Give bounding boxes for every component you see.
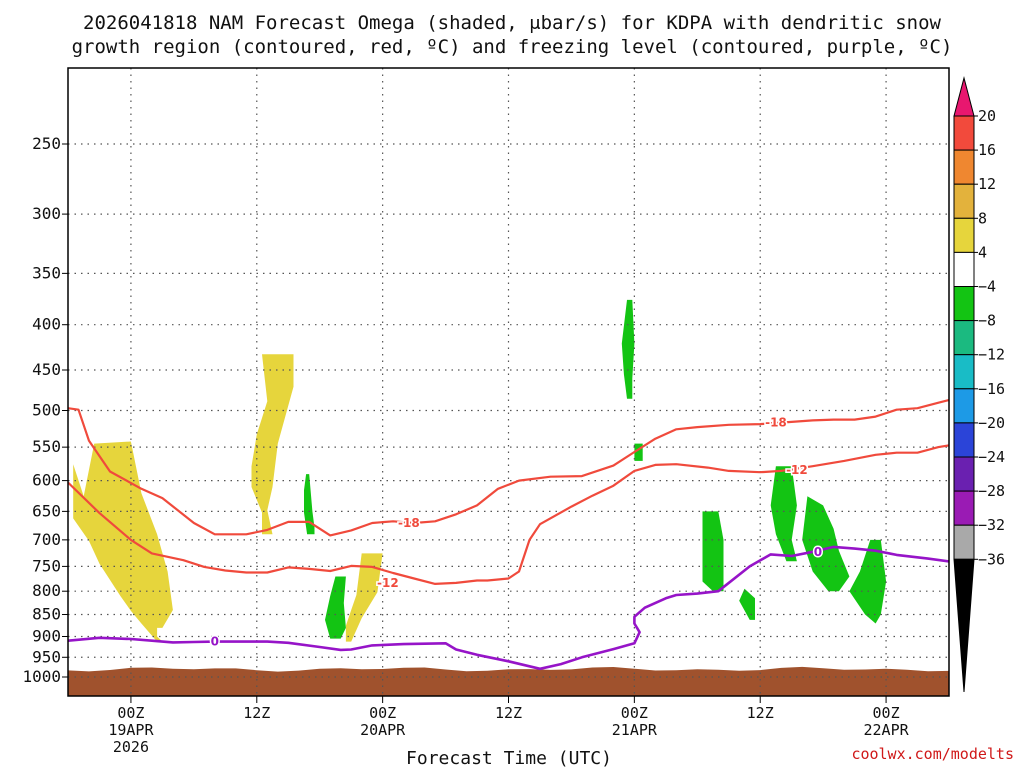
- x-axis-label: Forecast Time (UTC): [406, 748, 612, 768]
- colorbar-swatch: [953, 115, 975, 151]
- y-tick-label: 450: [32, 360, 61, 379]
- x-tick-label: 00Z: [117, 704, 144, 722]
- colorbar-swatch: [953, 320, 975, 356]
- omega-region: [739, 588, 755, 620]
- y-tick-label: 800: [32, 581, 61, 600]
- omega-region: [621, 299, 635, 399]
- y-tick-label: 500: [32, 401, 61, 420]
- terrain-area: [68, 666, 949, 696]
- y-tick-label: 400: [32, 315, 61, 334]
- colorbar-label: −4: [978, 278, 996, 296]
- colorbar-label: −16: [978, 380, 1005, 398]
- contour-line: [68, 398, 949, 537]
- y-tick-label: 600: [32, 471, 61, 490]
- contour-label: 0: [211, 635, 219, 649]
- contour-line: [68, 545, 949, 671]
- watermark: coolwx.com/modelts: [851, 745, 1014, 763]
- contour-label: -12: [786, 463, 808, 477]
- x-tick-label: 12Z: [243, 704, 270, 722]
- y-axis-ticks: 250 300 350 400 450 500 550 600 650 700 750 800 850 9…: [22, 134, 68, 686]
- colorbar: 20 16 12 8 4 −4 −8 −12 −16 −20 −24 −28 −32 −36: [953, 76, 1005, 693]
- omega-region: [770, 466, 797, 562]
- y-tick-label: 250: [32, 134, 61, 153]
- omega-region: [802, 496, 850, 592]
- colorbar-label: 12: [978, 175, 996, 193]
- grid: [68, 68, 949, 696]
- contour-label: 0: [814, 545, 822, 559]
- contour-line: [68, 444, 949, 585]
- x-tick-label: 12Z: [747, 704, 774, 722]
- y-tick-label: 900: [32, 626, 61, 645]
- omega-region: [849, 539, 887, 624]
- colorbar-label: 20: [978, 107, 996, 125]
- colorbar-label: 4: [978, 243, 987, 261]
- colorbar-label: 16: [978, 141, 996, 159]
- y-tick-label: 350: [32, 263, 61, 282]
- omega-region: [325, 576, 346, 639]
- colorbar-cap-bottom: [953, 558, 975, 693]
- colorbar-swatch: [953, 286, 975, 322]
- colorbar-swatch: [953, 456, 975, 492]
- omega-region: [73, 441, 173, 642]
- omega-region: [304, 474, 315, 535]
- colorbar-swatch: [953, 183, 975, 219]
- contour-label: -18: [765, 416, 787, 430]
- x-tick-date-label: 21APR: [612, 721, 658, 739]
- omega-region: [251, 354, 294, 535]
- chart-title-line1: 2026041818 NAM Forecast Omega (shaded, μ…: [83, 12, 941, 34]
- colorbar-swatch: [953, 251, 975, 287]
- y-tick-label: 550: [32, 437, 61, 456]
- terrain-fill: [68, 666, 949, 696]
- contour-label: -12: [377, 576, 399, 590]
- x-tick-year-label: 2026: [113, 738, 149, 756]
- y-tick-label: 950: [32, 647, 61, 666]
- y-tick-label: 1000: [22, 667, 61, 686]
- y-tick-label: 650: [32, 501, 61, 520]
- colorbar-swatch: [953, 524, 975, 560]
- contours: [68, 398, 949, 671]
- colorbar-swatch: [953, 354, 975, 390]
- omega-region: [345, 553, 383, 642]
- colorbar-swatch: [953, 388, 975, 424]
- x-tick-label: 00Z: [369, 704, 396, 722]
- contour-label: -18: [398, 516, 420, 530]
- x-tick-date-label: 22APR: [863, 721, 909, 739]
- x-tick-label: 00Z: [621, 704, 648, 722]
- colorbar-label: −24: [978, 448, 1005, 466]
- colorbar-label: 8: [978, 209, 987, 227]
- omega-shading: [73, 299, 887, 642]
- colorbar-label: −12: [978, 346, 1005, 364]
- colorbar-cap-top: [953, 76, 975, 117]
- x-tick-label: 00Z: [873, 704, 900, 722]
- y-tick-label: 850: [32, 605, 61, 624]
- colorbar-label: −36: [978, 550, 1005, 568]
- colorbar-swatch: [953, 149, 975, 185]
- omega-region: [702, 511, 724, 592]
- colorbar-swatch: [953, 422, 975, 458]
- colorbar-label: −28: [978, 482, 1005, 500]
- contour-labels: -18 -12 0 -18 -12 0: [209, 414, 823, 650]
- y-tick-label: 700: [32, 530, 61, 549]
- x-tick-label: 12Z: [495, 704, 522, 722]
- colorbar-swatch: [953, 490, 975, 526]
- x-tick-date-label: 20APR: [360, 721, 406, 739]
- colorbar-swatch: [953, 217, 975, 253]
- x-tick-date-label: 19APR: [108, 721, 154, 739]
- colorbar-label: −20: [978, 414, 1005, 432]
- colorbar-label: −32: [978, 516, 1005, 534]
- y-tick-label: 300: [32, 204, 61, 223]
- chart-title-line2: growth region (contoured, red, ºC) and f…: [72, 36, 953, 58]
- y-tick-label: 750: [32, 556, 61, 575]
- colorbar-label: −8: [978, 312, 996, 330]
